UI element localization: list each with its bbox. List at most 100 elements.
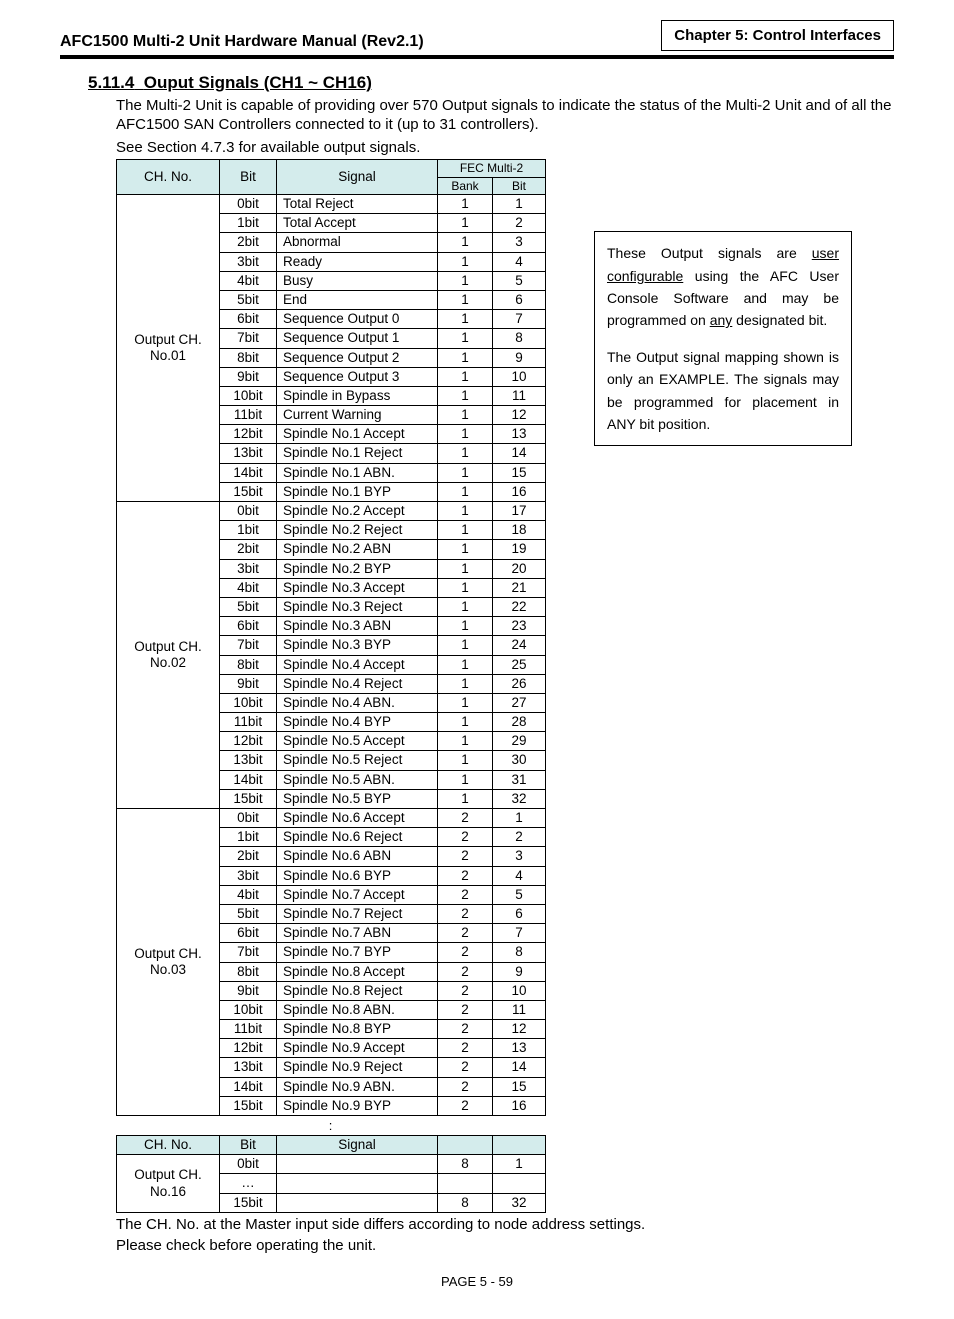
- fbit-cell: 10: [493, 981, 546, 1000]
- bit-cell: 12bit: [220, 732, 277, 751]
- bit-cell: 6bit: [220, 310, 277, 329]
- fbit-cell: 31: [493, 770, 546, 789]
- fbit-cell: 23: [493, 617, 546, 636]
- bit-cell: 8bit: [220, 962, 277, 981]
- fbit-cell: 15: [493, 1077, 546, 1096]
- fbit-cell: 6: [493, 904, 546, 923]
- fbit-cell: 15: [493, 463, 546, 482]
- bit-cell: 1bit: [220, 521, 277, 540]
- bank-cell: 2: [438, 847, 493, 866]
- signal-cell: Spindle No.6 ABN: [277, 847, 438, 866]
- th2-fbit: [493, 1136, 546, 1155]
- signal-cell: Sequence Output 0: [277, 310, 438, 329]
- intro-para-2: See Section 4.7.3 for available output s…: [116, 139, 894, 158]
- signal-cell: Spindle No.9 ABN.: [277, 1077, 438, 1096]
- signal-cell: Spindle No.5 BYP: [277, 789, 438, 808]
- fbit-cell: 25: [493, 655, 546, 674]
- signal-cell: Total Accept: [277, 214, 438, 233]
- ch-label-cell: Output CH.No.01: [117, 195, 220, 502]
- bank-cell: 1: [438, 406, 493, 425]
- table-ellipsis: :: [116, 1118, 546, 1133]
- bank-cell: [438, 1174, 493, 1193]
- bit-cell: 12bit: [220, 1039, 277, 1058]
- bank-cell: 1: [438, 271, 493, 290]
- fbit-cell: 18: [493, 521, 546, 540]
- signal-cell: Spindle No.4 BYP: [277, 713, 438, 732]
- page-number: PAGE 5 - 59: [60, 1274, 894, 1289]
- bit-cell: 3bit: [220, 559, 277, 578]
- signal-cell: Spindle No.2 Accept: [277, 502, 438, 521]
- bank-cell: 1: [438, 482, 493, 501]
- fbit-cell: 11: [493, 386, 546, 405]
- bank-cell: 2: [438, 904, 493, 923]
- bank-cell: 2: [438, 924, 493, 943]
- bit-cell: 4bit: [220, 578, 277, 597]
- signal-cell: Sequence Output 1: [277, 329, 438, 348]
- signal-cell: Abnormal: [277, 233, 438, 252]
- signal-cell: Busy: [277, 271, 438, 290]
- bank-cell: 1: [438, 713, 493, 732]
- bit-cell: 11bit: [220, 1020, 277, 1039]
- section-heading: Ouput Signals (CH1 ~ CH16): [144, 73, 372, 92]
- signal-cell: Spindle No.2 ABN: [277, 540, 438, 559]
- fbit-cell: 12: [493, 1020, 546, 1039]
- bit-cell: 4bit: [220, 885, 277, 904]
- bank-cell: 1: [438, 674, 493, 693]
- signal-cell: Sequence Output 3: [277, 367, 438, 386]
- bank-cell: 2: [438, 1096, 493, 1115]
- signal-cell: Spindle No.8 Accept: [277, 962, 438, 981]
- fbit-cell: 3: [493, 847, 546, 866]
- bank-cell: 1: [438, 521, 493, 540]
- bank-cell: 1: [438, 636, 493, 655]
- signal-cell: Spindle No.9 Reject: [277, 1058, 438, 1077]
- bank-cell: 1: [438, 329, 493, 348]
- signal-cell: [277, 1174, 438, 1193]
- bank-cell: 2: [438, 885, 493, 904]
- bank-cell: 1: [438, 310, 493, 329]
- signal-cell: Current Warning: [277, 406, 438, 425]
- bit-cell: 8bit: [220, 655, 277, 674]
- fbit-cell: 9: [493, 348, 546, 367]
- signal-cell: Spindle No.9 BYP: [277, 1096, 438, 1115]
- fbit-cell: 4: [493, 866, 546, 885]
- fbit-cell: 29: [493, 732, 546, 751]
- signal-cell: Spindle No.4 ABN.: [277, 693, 438, 712]
- fbit-cell: [493, 1174, 546, 1193]
- bank-cell: 8: [438, 1155, 493, 1174]
- bit-cell: 2bit: [220, 233, 277, 252]
- bit-cell: 0bit: [220, 809, 277, 828]
- th-ch: CH. No.: [117, 160, 220, 195]
- bit-cell: 10bit: [220, 693, 277, 712]
- bank-cell: 2: [438, 1000, 493, 1019]
- bit-cell: 14bit: [220, 463, 277, 482]
- fbit-cell: 28: [493, 713, 546, 732]
- bit-cell: 2bit: [220, 540, 277, 559]
- bit-cell: 9bit: [220, 674, 277, 693]
- bank-cell: 1: [438, 367, 493, 386]
- bit-cell: 11bit: [220, 713, 277, 732]
- bit-cell: 14bit: [220, 770, 277, 789]
- bank-cell: 1: [438, 751, 493, 770]
- signal-cell: Spindle No.8 Reject: [277, 981, 438, 1000]
- signal-cell: Spindle No.4 Reject: [277, 674, 438, 693]
- signal-cell: Spindle No.3 BYP: [277, 636, 438, 655]
- fbit-cell: 5: [493, 271, 546, 290]
- fbit-cell: 24: [493, 636, 546, 655]
- signal-cell: Spindle No.6 Accept: [277, 809, 438, 828]
- bank-cell: 2: [438, 1077, 493, 1096]
- fbit-cell: 1: [493, 809, 546, 828]
- intro-para-1: The Multi-2 Unit is capable of providing…: [116, 97, 894, 135]
- bank-cell: 2: [438, 943, 493, 962]
- bank-cell: 1: [438, 578, 493, 597]
- bit-cell: 0bit: [220, 195, 277, 214]
- bit-cell: 13bit: [220, 751, 277, 770]
- bit-cell: 5bit: [220, 904, 277, 923]
- signal-cell: Ready: [277, 252, 438, 271]
- bank-cell: 1: [438, 770, 493, 789]
- fbit-cell: 12: [493, 406, 546, 425]
- signal-cell: Spindle No.4 Accept: [277, 655, 438, 674]
- fbit-cell: 26: [493, 674, 546, 693]
- table-row: Output CH.No.030bitSpindle No.6 Accept21: [117, 809, 546, 828]
- bank-cell: 2: [438, 828, 493, 847]
- bit-cell: 10bit: [220, 386, 277, 405]
